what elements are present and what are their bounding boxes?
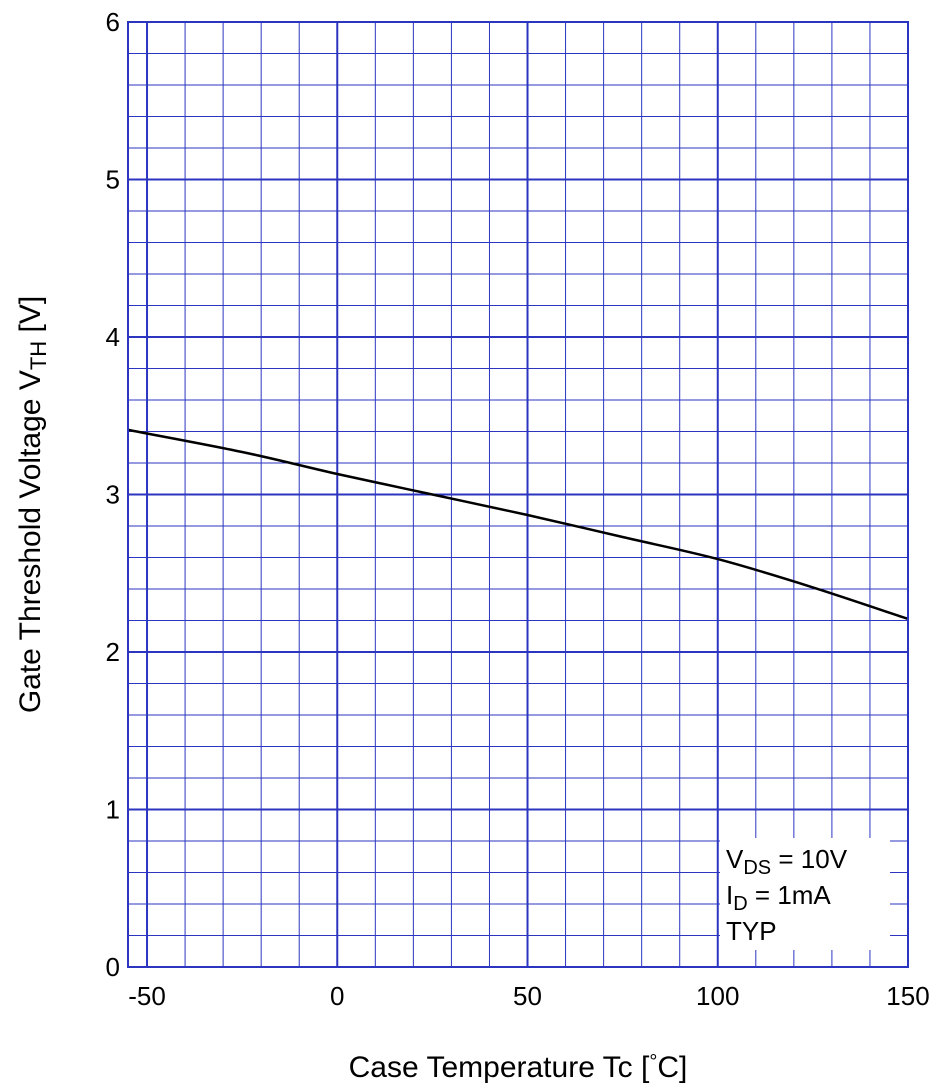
y-tick-label: 6	[106, 7, 120, 37]
y-tick-label: 1	[106, 795, 120, 825]
x-axis-title: Case Temperature Tc [°C]	[349, 1051, 688, 1084]
y-axis-title-sub: TH	[26, 341, 51, 370]
x-tick-label: 0	[330, 981, 344, 1011]
x-tick-label: 50	[513, 981, 542, 1011]
x-axis-title-degree: °	[649, 1051, 657, 1073]
x-tick-label: 150	[886, 981, 929, 1011]
y-tick-label: 0	[106, 952, 120, 982]
x-tick-label: -50	[128, 981, 166, 1011]
series-layer	[127, 428, 909, 621]
y-tick-labels: 0 1 2 3 4 5 6	[106, 7, 120, 982]
y-axis-title: Gate Threshold Voltage VTH [V]	[14, 296, 51, 713]
x-tick-label: 100	[696, 981, 739, 1011]
x-tick-labels: -50 0 50 100 150	[128, 981, 929, 1011]
annotation-background	[720, 838, 890, 950]
annotation-value: = 10V	[771, 844, 848, 874]
annotation-symbol: TYP	[726, 916, 777, 946]
plot-frame	[127, 21, 909, 968]
y-tick-label: 3	[106, 480, 120, 510]
annotation-symbol: I	[726, 880, 733, 910]
y-axis-title-unit: [V]	[14, 296, 47, 341]
annotation-symbol: V	[726, 844, 744, 874]
major-gridlines	[128, 21, 909, 968]
x-axis-title-unit: C]	[657, 1051, 687, 1084]
annotation-line: VDS = 10V	[726, 844, 848, 879]
y-tick-label: 5	[106, 165, 120, 195]
annotation-line: TYP	[726, 916, 777, 946]
series-line	[127, 428, 909, 621]
x-axis-title-main: Case Temperature Tc [	[349, 1051, 650, 1084]
annotation-line: ID = 1mA	[726, 880, 831, 915]
y-axis-title-main: Gate Threshold Voltage V	[14, 370, 47, 713]
y-tick-label: 4	[106, 322, 120, 352]
y-tick-label: 2	[106, 637, 120, 667]
annotation-value: = 1mA	[748, 880, 832, 910]
annotation-subscript: D	[733, 893, 747, 915]
annotation-subscript: DS	[743, 857, 771, 879]
